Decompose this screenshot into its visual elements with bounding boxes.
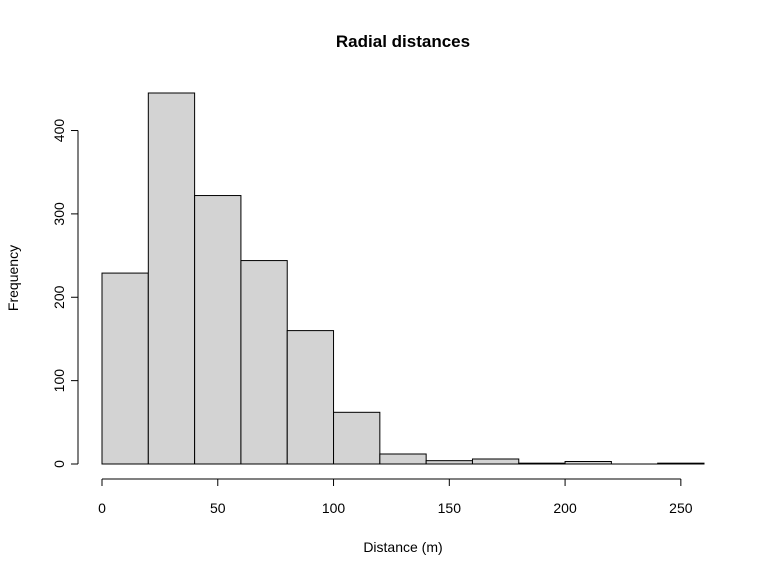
y-tick-label-3: 300	[51, 202, 67, 226]
x-tick-label-0: 0	[98, 500, 106, 516]
histogram-bar-1	[147, 92, 196, 465]
y-axis: 0 100 200 300 400	[51, 119, 79, 468]
y-tick-label-2: 200	[51, 285, 67, 309]
y-tick-label-4: 400	[51, 119, 67, 143]
x-tick-label-1: 50	[210, 500, 226, 516]
histogram-bar-9	[518, 462, 566, 465]
histogram-bar-0	[101, 272, 149, 465]
histogram-bar-2	[194, 195, 242, 465]
bars-group	[101, 92, 705, 465]
histogram-bar-10	[564, 460, 612, 465]
chart-title: Radial distances	[336, 32, 470, 51]
histogram-bar-3	[240, 260, 288, 465]
y-tick-label-1: 100	[51, 369, 67, 393]
x-axis: 0 50 100 150 200 250	[98, 478, 693, 516]
y-tick-label-0: 0	[51, 460, 67, 468]
histogram-bar-12	[657, 462, 705, 465]
histogram-bar-4	[286, 330, 335, 465]
histogram-bar-8	[471, 458, 520, 465]
y-axis-label: Frequency	[5, 245, 21, 311]
histogram-bar-7	[425, 460, 473, 465]
x-tick-label-3: 150	[438, 500, 462, 516]
x-tick-label-2: 100	[322, 500, 346, 516]
x-tick-label-5: 250	[669, 500, 693, 516]
x-axis-label: Distance (m)	[363, 539, 442, 555]
histogram-bar-5	[333, 411, 381, 465]
histogram-bar-6	[379, 453, 427, 465]
x-tick-label-4: 200	[553, 500, 577, 516]
